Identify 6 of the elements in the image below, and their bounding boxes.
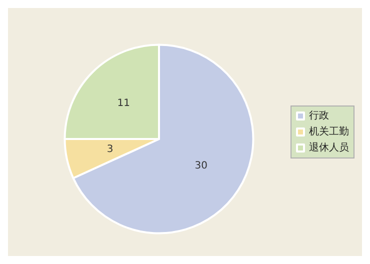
data-label: 30 [194, 160, 208, 172]
data-label: 11 [117, 98, 130, 110]
legend-label: 退休人员 [309, 142, 349, 154]
legend-label: 机关工勤 [309, 126, 349, 138]
data-label: 3 [106, 144, 114, 156]
legend-label: 行政 [309, 110, 329, 122]
